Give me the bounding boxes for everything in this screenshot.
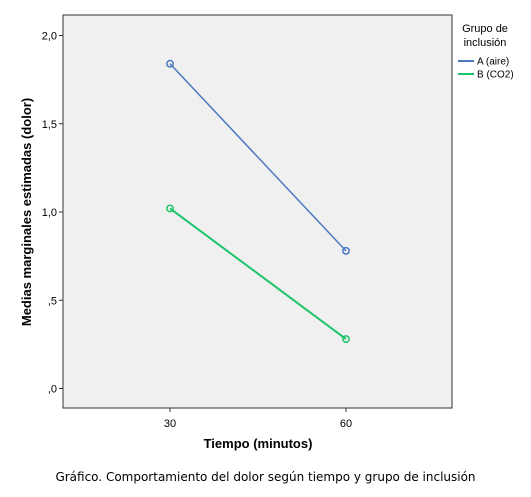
- y-tick-label: ,5: [48, 295, 57, 307]
- figure-caption: Gráfico. Comportamiento del dolor según …: [55, 470, 476, 484]
- legend-title-line-2: inclusión: [464, 37, 507, 49]
- y-tick-label: 1,0: [42, 207, 57, 219]
- series-line-b: [169, 207, 347, 340]
- x-axis: 30 60: [164, 408, 352, 430]
- series-line-a: [169, 63, 347, 252]
- line-chart: ,0 ,5 1,0 1,5 2,0 30 60 Medias marginales est…: [19, 14, 514, 451]
- series-layer: [166, 59, 350, 344]
- y-axis: ,0 ,5 1,0 1,5 2,0: [42, 31, 63, 396]
- x-tick-label: 30: [164, 418, 176, 430]
- legend: Grupo de inclusión A (aire) B (CO2): [458, 23, 514, 81]
- y-tick-label: 2,0: [42, 31, 57, 43]
- plot-area: [62, 14, 453, 409]
- x-axis-title: Tiempo (minutos): [204, 436, 313, 451]
- data-point: [166, 59, 174, 68]
- y-tick-label: ,0: [48, 384, 57, 396]
- legend-title-line-1: Grupo de: [462, 23, 508, 35]
- data-point: [342, 335, 350, 344]
- legend-entry: B (CO2): [477, 70, 514, 81]
- y-tick-label: 1,5: [42, 119, 57, 131]
- data-point: [166, 204, 174, 213]
- data-point: [342, 246, 350, 255]
- y-axis-title: Medias marginales estimadas (dolor): [19, 98, 34, 326]
- x-tick-label: 60: [340, 418, 352, 430]
- legend-entry: A (aire): [477, 57, 509, 68]
